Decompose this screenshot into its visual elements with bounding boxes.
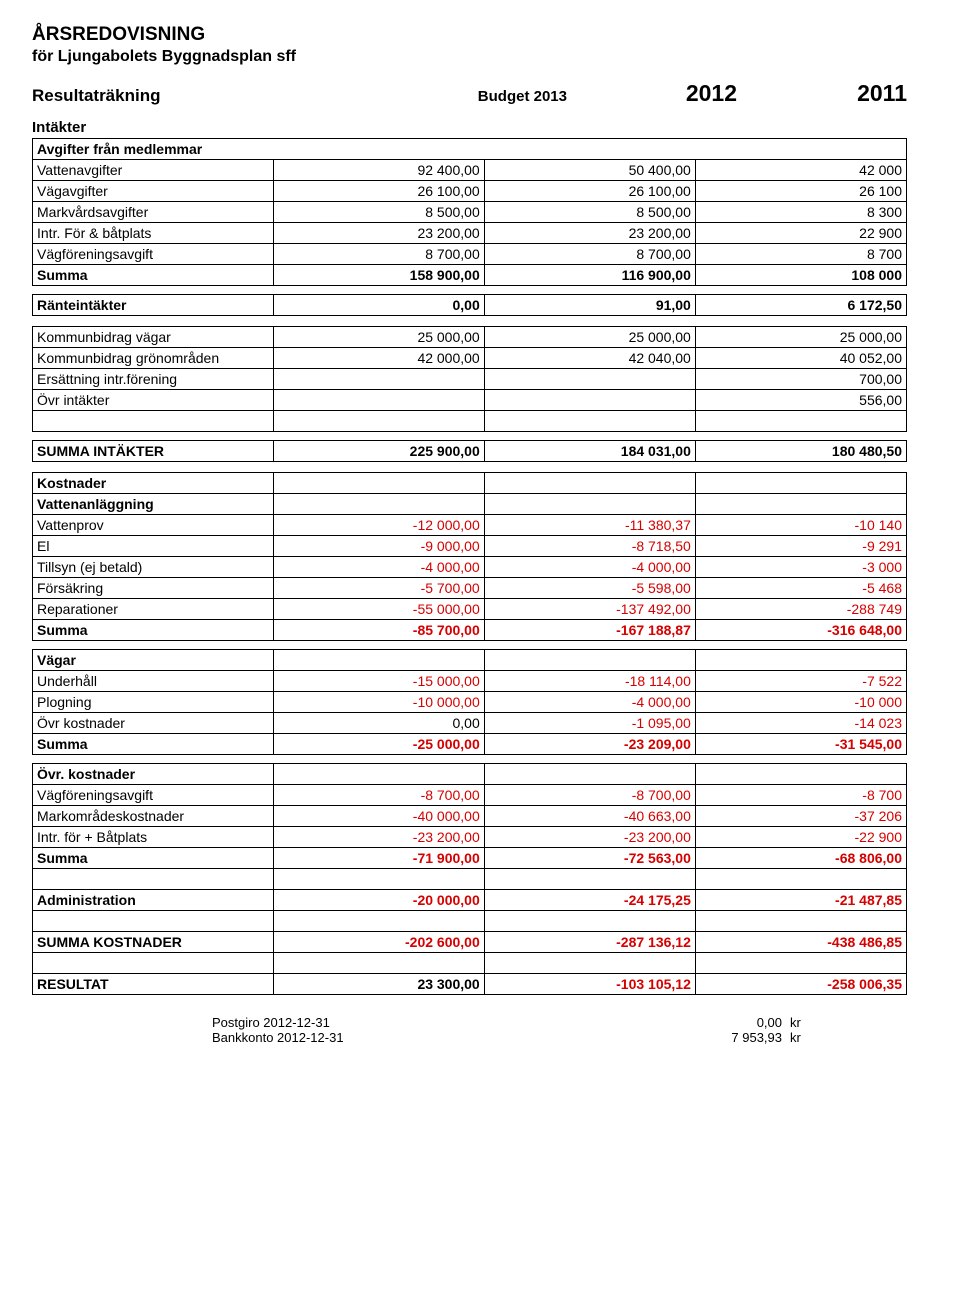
kostnader-header: Kostnader (33, 473, 274, 494)
footer-row: Postgiro 2012-12-31 0,00 kr (32, 1015, 928, 1030)
summa-intakter-row: SUMMA INTÄKTER225 900,00184 031,00180 48… (33, 441, 907, 462)
table-row: Vattenprov-12 000,00-11 380,37-10 140 (33, 515, 907, 536)
table-row: Kommunbidrag vägar25 000,0025 000,0025 0… (33, 327, 907, 348)
table-row: Plogning-10 000,00-4 000,00-10 000 (33, 692, 907, 713)
footer-row: Bankkonto 2012-12-31 7 953,93 kr (32, 1030, 928, 1045)
table-row: Underhåll-15 000,00-18 114,00-7 522 (33, 671, 907, 692)
year2-col-header: 2011 (737, 80, 907, 107)
summa-row: Summa158 900,00116 900,00108 000 (33, 265, 907, 286)
avgifter-header: Avgifter från medlemmar (33, 139, 907, 160)
table-row: Tillsyn (ej betald)-4 000,00-4 000,00-3 … (33, 557, 907, 578)
table-row: Försäkring-5 700,00-5 598,00-5 468 (33, 578, 907, 599)
intakter-section-label: Intäkter (32, 119, 928, 136)
administration-row: Administration-20 000,00-24 175,25-21 48… (33, 890, 907, 911)
column-header-row: Resultaträkning Budget 2013 2012 2011 (32, 80, 928, 107)
ranteintakter-table: Ränteintäkter0,0091,006 172,50 (32, 294, 907, 316)
vatten-table: Kostnader Vattenanläggning Vattenprov-12… (32, 472, 907, 641)
vagar-header: Vägar (33, 650, 274, 671)
table-row: Markvårdsavgifter8 500,008 500,008 300 (33, 202, 907, 223)
ovr-header: Övr. kostnader (33, 764, 274, 785)
table-row: Intr. för + Båtplats-23 200,00-23 200,00… (33, 827, 907, 848)
table-row: Reparationer-55 000,00-137 492,00-288 74… (33, 599, 907, 620)
page-title: ÅRSREDOVISNING (32, 24, 928, 46)
table-row (33, 953, 907, 974)
table-row (33, 869, 907, 890)
table-row (33, 911, 907, 932)
table-row: Kommunbidrag grönområden42 000,0042 040,… (33, 348, 907, 369)
table-row: El-9 000,00-8 718,50-9 291 (33, 536, 907, 557)
summa-row: Summa-71 900,00-72 563,00-68 806,00 (33, 848, 907, 869)
year1-col-header: 2012 (567, 80, 737, 107)
footer-block: Postgiro 2012-12-31 0,00 kr Bankkonto 20… (32, 1015, 928, 1045)
result-label: Resultaträkning (32, 86, 397, 106)
table-row: Vägföreningsavgift8 700,008 700,008 700 (33, 244, 907, 265)
table-row: Ränteintäkter0,0091,006 172,50 (33, 295, 907, 316)
table-row (33, 411, 907, 432)
intakter-table: Avgifter från medlemmar Vattenavgifter92… (32, 138, 907, 286)
table-row: Vägavgifter26 100,0026 100,0026 100 (33, 181, 907, 202)
summa-row: Summa-25 000,00-23 209,00-31 545,00 (33, 734, 907, 755)
kommun-table: Kommunbidrag vägar25 000,0025 000,0025 0… (32, 326, 907, 432)
table-row: Vägföreningsavgift-8 700,00-8 700,00-8 7… (33, 785, 907, 806)
resultat-row: RESULTAT23 300,00-103 105,12-258 006,35 (33, 974, 907, 995)
ovr-table: Övr. kostnader Vägföreningsavgift-8 700,… (32, 763, 907, 995)
table-row: Ersättning intr.förening700,00 (33, 369, 907, 390)
budget-col-header: Budget 2013 (397, 88, 567, 105)
table-row: Markområdeskostnader-40 000,00-40 663,00… (33, 806, 907, 827)
table-row: Intr. För & båtplats23 200,0023 200,0022… (33, 223, 907, 244)
table-row: Vattenavgifter92 400,0050 400,0042 000 (33, 160, 907, 181)
summa-intakter-table: SUMMA INTÄKTER225 900,00184 031,00180 48… (32, 440, 907, 462)
table-row: Övr kostnader0,00-1 095,00-14 023 (33, 713, 907, 734)
page-subtitle: för Ljungabolets Byggnadsplan sff (32, 48, 928, 66)
vatten-header: Vattenanläggning (33, 494, 274, 515)
summa-kostnader-row: SUMMA KOSTNADER-202 600,00-287 136,12-43… (33, 932, 907, 953)
table-row: Övr intäkter556,00 (33, 390, 907, 411)
summa-row: Summa-85 700,00-167 188,87-316 648,00 (33, 620, 907, 641)
vagar-table: Vägar Underhåll-15 000,00-18 114,00-7 52… (32, 649, 907, 755)
